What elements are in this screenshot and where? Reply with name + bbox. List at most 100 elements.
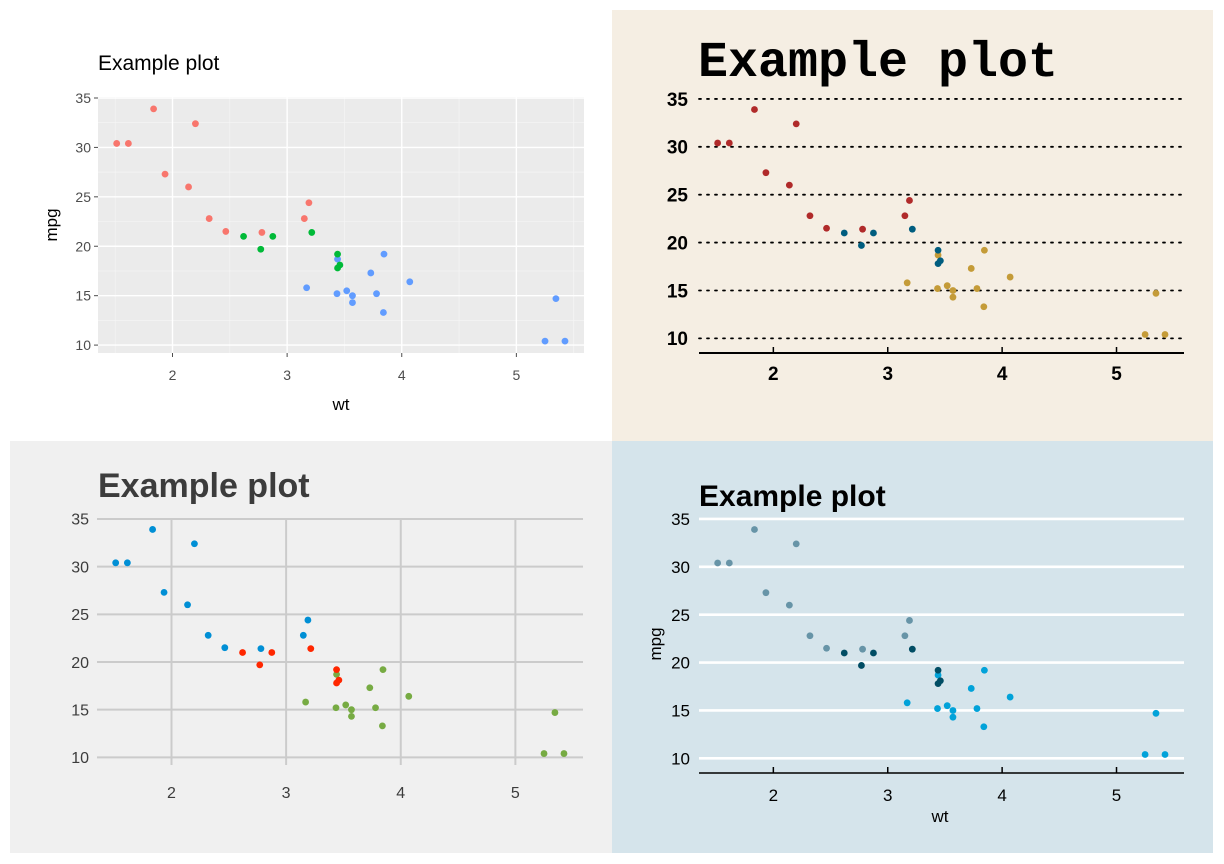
y-tick-label: 20 [71,655,89,672]
chart-panel-2: 2 3 4 5 10 15 20 25 30 35 Example plot [612,10,1213,441]
data-point [349,299,356,306]
data-point [123,559,131,567]
data-point [348,712,355,720]
y-tick-label: 25 [75,189,91,205]
yticks-3: 10 15 20 25 30 35 [71,512,89,767]
data-point [903,699,911,707]
chart-panel-4-svg: 2 3 4 5 10 15 20 25 30 35 Example plot wt mpg [646,480,1184,826]
data-point [806,632,814,640]
yticks-2: 10 15 20 25 30 35 [667,90,689,350]
x-tick-label: 2 [169,367,177,383]
data-point [823,644,830,652]
data-point [112,559,120,567]
data-point [1006,693,1014,701]
data-point [967,265,975,272]
x-tick-label: 5 [1111,364,1122,385]
x-tick-label: 4 [396,785,405,802]
x-tick-label: 4 [997,786,1006,805]
data-point [379,666,387,674]
data-point [785,181,793,189]
data-point [257,645,265,653]
marks-2 [714,106,1169,338]
data-point [751,106,758,113]
data-point [149,526,156,533]
data-point [380,309,387,316]
x-tick-label: 5 [511,785,520,802]
data-point [949,287,957,294]
y-tick-label: 25 [671,606,690,625]
data-point [191,540,198,548]
data-point [1141,751,1149,758]
x-axis-label-1: wt [332,395,350,414]
data-point [299,631,307,639]
data-point [302,698,310,706]
data-point [367,269,375,277]
data-point [858,242,865,249]
data-point [980,723,988,731]
data-point [332,704,340,712]
xticks-2: 2 3 4 5 [768,347,1122,385]
data-point [906,617,913,624]
y-tick-label: 20 [671,654,690,673]
chart-panel-3-svg: 2 3 4 5 10 15 20 25 30 35 Example plot [71,467,583,802]
data-point [406,278,414,286]
data-point [762,169,770,177]
x-tick-label: 5 [1112,786,1121,805]
x-tick-label: 3 [282,785,291,802]
data-point [1152,709,1160,717]
xticks-3: 2 3 4 5 [167,785,520,802]
y-tick-label: 10 [75,337,91,353]
data-point [792,120,800,128]
data-point [124,140,132,147]
data-point [934,251,942,259]
marks-4 [714,526,1169,758]
data-point [256,661,264,669]
data-point [1152,289,1160,297]
data-point [714,559,722,567]
data-point [561,337,569,345]
chart-panel-4: 2 3 4 5 10 15 20 25 30 35 Example plot wt mpg [612,441,1213,853]
y-tick-label: 30 [71,559,89,576]
data-point [934,666,942,674]
data-point [967,685,975,692]
data-point [934,260,942,268]
y-axis-label-1: mpg [42,208,61,241]
yticks-1: 10 15 20 25 30 35 [75,90,98,353]
data-point [560,750,568,757]
data-point [205,215,213,222]
data-point [540,750,548,757]
y-tick-label: 30 [667,138,688,159]
data-point [349,292,356,300]
data-point [304,616,312,624]
data-point [268,649,276,656]
x-tick-label: 2 [768,364,779,385]
y-tick-label: 35 [75,90,91,106]
data-point [762,589,770,597]
data-point [806,212,814,220]
data-point [161,170,169,178]
data-point [372,704,379,712]
data-point [949,707,957,714]
x-tick-label: 4 [398,367,406,383]
data-point [113,140,121,147]
data-point [257,245,265,253]
y-tick-label: 15 [71,702,89,719]
data-point [934,246,942,254]
data-point [342,701,350,709]
grid-3 [97,517,583,765]
data-point [980,246,988,254]
data-point [300,215,308,222]
y-tick-label: 10 [671,749,690,768]
data-point [859,645,866,653]
data-point [192,120,199,128]
data-point [949,293,957,301]
data-point [934,671,942,679]
data-point [333,290,341,298]
grid-2 [698,98,1185,340]
x-tick-label: 2 [167,785,176,802]
chart-panel-3: 2 3 4 5 10 15 20 25 30 35 Example plot [10,441,612,853]
y-tick-label: 35 [71,512,89,529]
data-point [725,139,733,147]
data-point [1006,273,1014,281]
data-point [185,183,192,191]
